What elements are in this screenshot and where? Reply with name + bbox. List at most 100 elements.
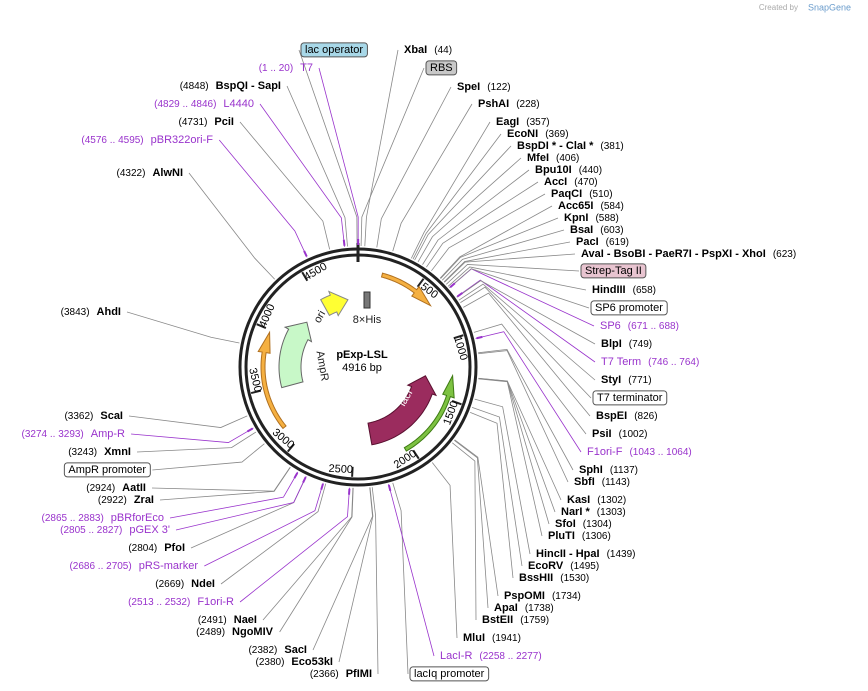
enzyme-name: KasI — [567, 494, 590, 506]
connector — [259, 103, 345, 247]
connector — [364, 49, 399, 247]
map-label: NarI * (1303) — [561, 506, 626, 518]
map-label: HindIII (658) — [592, 284, 656, 296]
label-position: (369) — [545, 129, 568, 140]
primer-site — [246, 427, 254, 433]
ring-tick-label: 4500 — [302, 261, 329, 284]
connector — [312, 487, 373, 651]
map-label: SP6 promoter — [590, 300, 668, 316]
connector — [220, 483, 327, 585]
map-label: BspEI (826) — [596, 410, 658, 422]
map-label: (4731) PciI — [179, 116, 234, 128]
label-position: (406) — [556, 153, 579, 164]
connector — [412, 133, 502, 260]
connector — [360, 67, 425, 247]
enzyme-name: BspDI * - ClaI * — [517, 140, 594, 152]
map-label: (3362) ScaI — [64, 410, 123, 422]
label-text: (4829 .. 4846) L4440 — [154, 98, 254, 110]
label-position: (658) — [633, 285, 656, 296]
label-text: LacI-R (2258 .. 2277) — [440, 650, 542, 662]
label-text: (2366) PfIMI — [310, 668, 372, 680]
enzyme-name: Acc65I — [558, 200, 593, 212]
connector — [440, 217, 559, 279]
label-position: (1439) — [607, 549, 636, 560]
primer-site — [476, 335, 483, 340]
connector — [414, 145, 512, 261]
map-label: BssHII (1530) — [519, 572, 589, 584]
map-label: T7 Term (746 .. 764) — [601, 356, 699, 368]
enzyme-name: EcoNI — [507, 128, 538, 140]
label-position: (1002) — [619, 429, 648, 440]
map-label: SP6 (671 .. 688) — [600, 320, 679, 332]
label-position: (4848) — [180, 81, 209, 92]
map-label: Bpu10I (440) — [535, 164, 602, 176]
map-label: (2922) ZraI — [98, 494, 154, 506]
label-text: PaqCI (510) — [551, 188, 613, 200]
label-position: (44) — [434, 45, 452, 56]
map-label: KasI (1302) — [567, 494, 626, 506]
label-position: (584) — [600, 201, 623, 212]
enzyme-name: XbaI — [404, 44, 427, 56]
label-position: (619) — [606, 237, 629, 248]
label-text: (2804) PfoI — [128, 542, 185, 554]
label-position: (3243) — [68, 447, 97, 458]
connector — [204, 482, 324, 567]
map-label: (3843) AhdI — [61, 306, 121, 318]
label-text: BstEII (1759) — [482, 614, 549, 626]
enzyme-name: PfIMI — [346, 668, 372, 680]
map-label: (2489) NgoMIV — [196, 626, 274, 638]
label-text: PshAI (228) — [478, 98, 540, 110]
connector — [128, 415, 248, 428]
label-text: BspEI (826) — [596, 410, 658, 422]
connector — [239, 121, 331, 250]
label-position: (1941) — [492, 633, 521, 644]
map-label: lac operator — [300, 42, 368, 58]
connector — [152, 443, 265, 471]
connector — [131, 427, 254, 443]
map-label: (4322) AlwNI — [117, 167, 183, 179]
enzyme-name: SpeI — [457, 81, 480, 93]
map-label: PaqCI (510) — [551, 188, 613, 200]
enzyme-name: MfeI — [527, 152, 549, 164]
connector — [460, 286, 592, 399]
label-position: (1 .. 20) — [259, 63, 293, 74]
label-text: BssHII (1530) — [519, 572, 589, 584]
map-label: BsaI (603) — [570, 224, 624, 236]
enzyme-name: PshAI — [478, 98, 509, 110]
ring-tick — [351, 466, 354, 477]
map-label: MluI (1941) — [463, 632, 521, 644]
connector — [456, 280, 596, 345]
primer-site — [342, 239, 346, 246]
ampr-arrow — [278, 321, 313, 389]
enzyme-name: ZraI — [134, 494, 154, 506]
label-text: KasI (1302) — [567, 494, 626, 506]
label-text: lacIq promoter — [414, 668, 485, 680]
label-text: StyI (771) — [601, 374, 652, 386]
label-position: (2865 .. 2883) — [42, 513, 104, 524]
map-label: (2382) SacI — [248, 644, 307, 656]
enzyme-name: KpnI — [564, 212, 588, 224]
label-text: SbfI (1143) — [574, 476, 630, 488]
label-text: (2686 .. 2705) pRS-marker — [69, 560, 198, 572]
enzyme-name: PciI — [214, 116, 234, 128]
map-label: AmpR promoter — [63, 462, 151, 478]
connector — [454, 439, 499, 597]
enzyme-name: BsaI — [570, 224, 593, 236]
connector — [175, 476, 307, 531]
label-text: ApaI (1738) — [494, 602, 554, 614]
connector — [443, 241, 571, 283]
label-position: (2382) — [248, 645, 277, 656]
label-text: (3243) XmnI — [68, 446, 131, 458]
map-label: (3274 .. 3293) Amp-R — [22, 428, 126, 440]
ori-arrow — [319, 290, 349, 317]
connector — [298, 49, 358, 247]
feature-name: lacIq promoter — [414, 668, 485, 680]
map-label: (4829 .. 4846) L4440 — [154, 98, 254, 110]
label-position: (3362) — [64, 411, 93, 422]
label-position: (2922) — [98, 495, 127, 506]
ring-tick — [451, 400, 462, 406]
label-text: KpnI (588) — [564, 212, 619, 224]
connector — [456, 279, 596, 363]
map-label: SpeI (122) — [457, 81, 511, 93]
connector — [431, 462, 458, 639]
